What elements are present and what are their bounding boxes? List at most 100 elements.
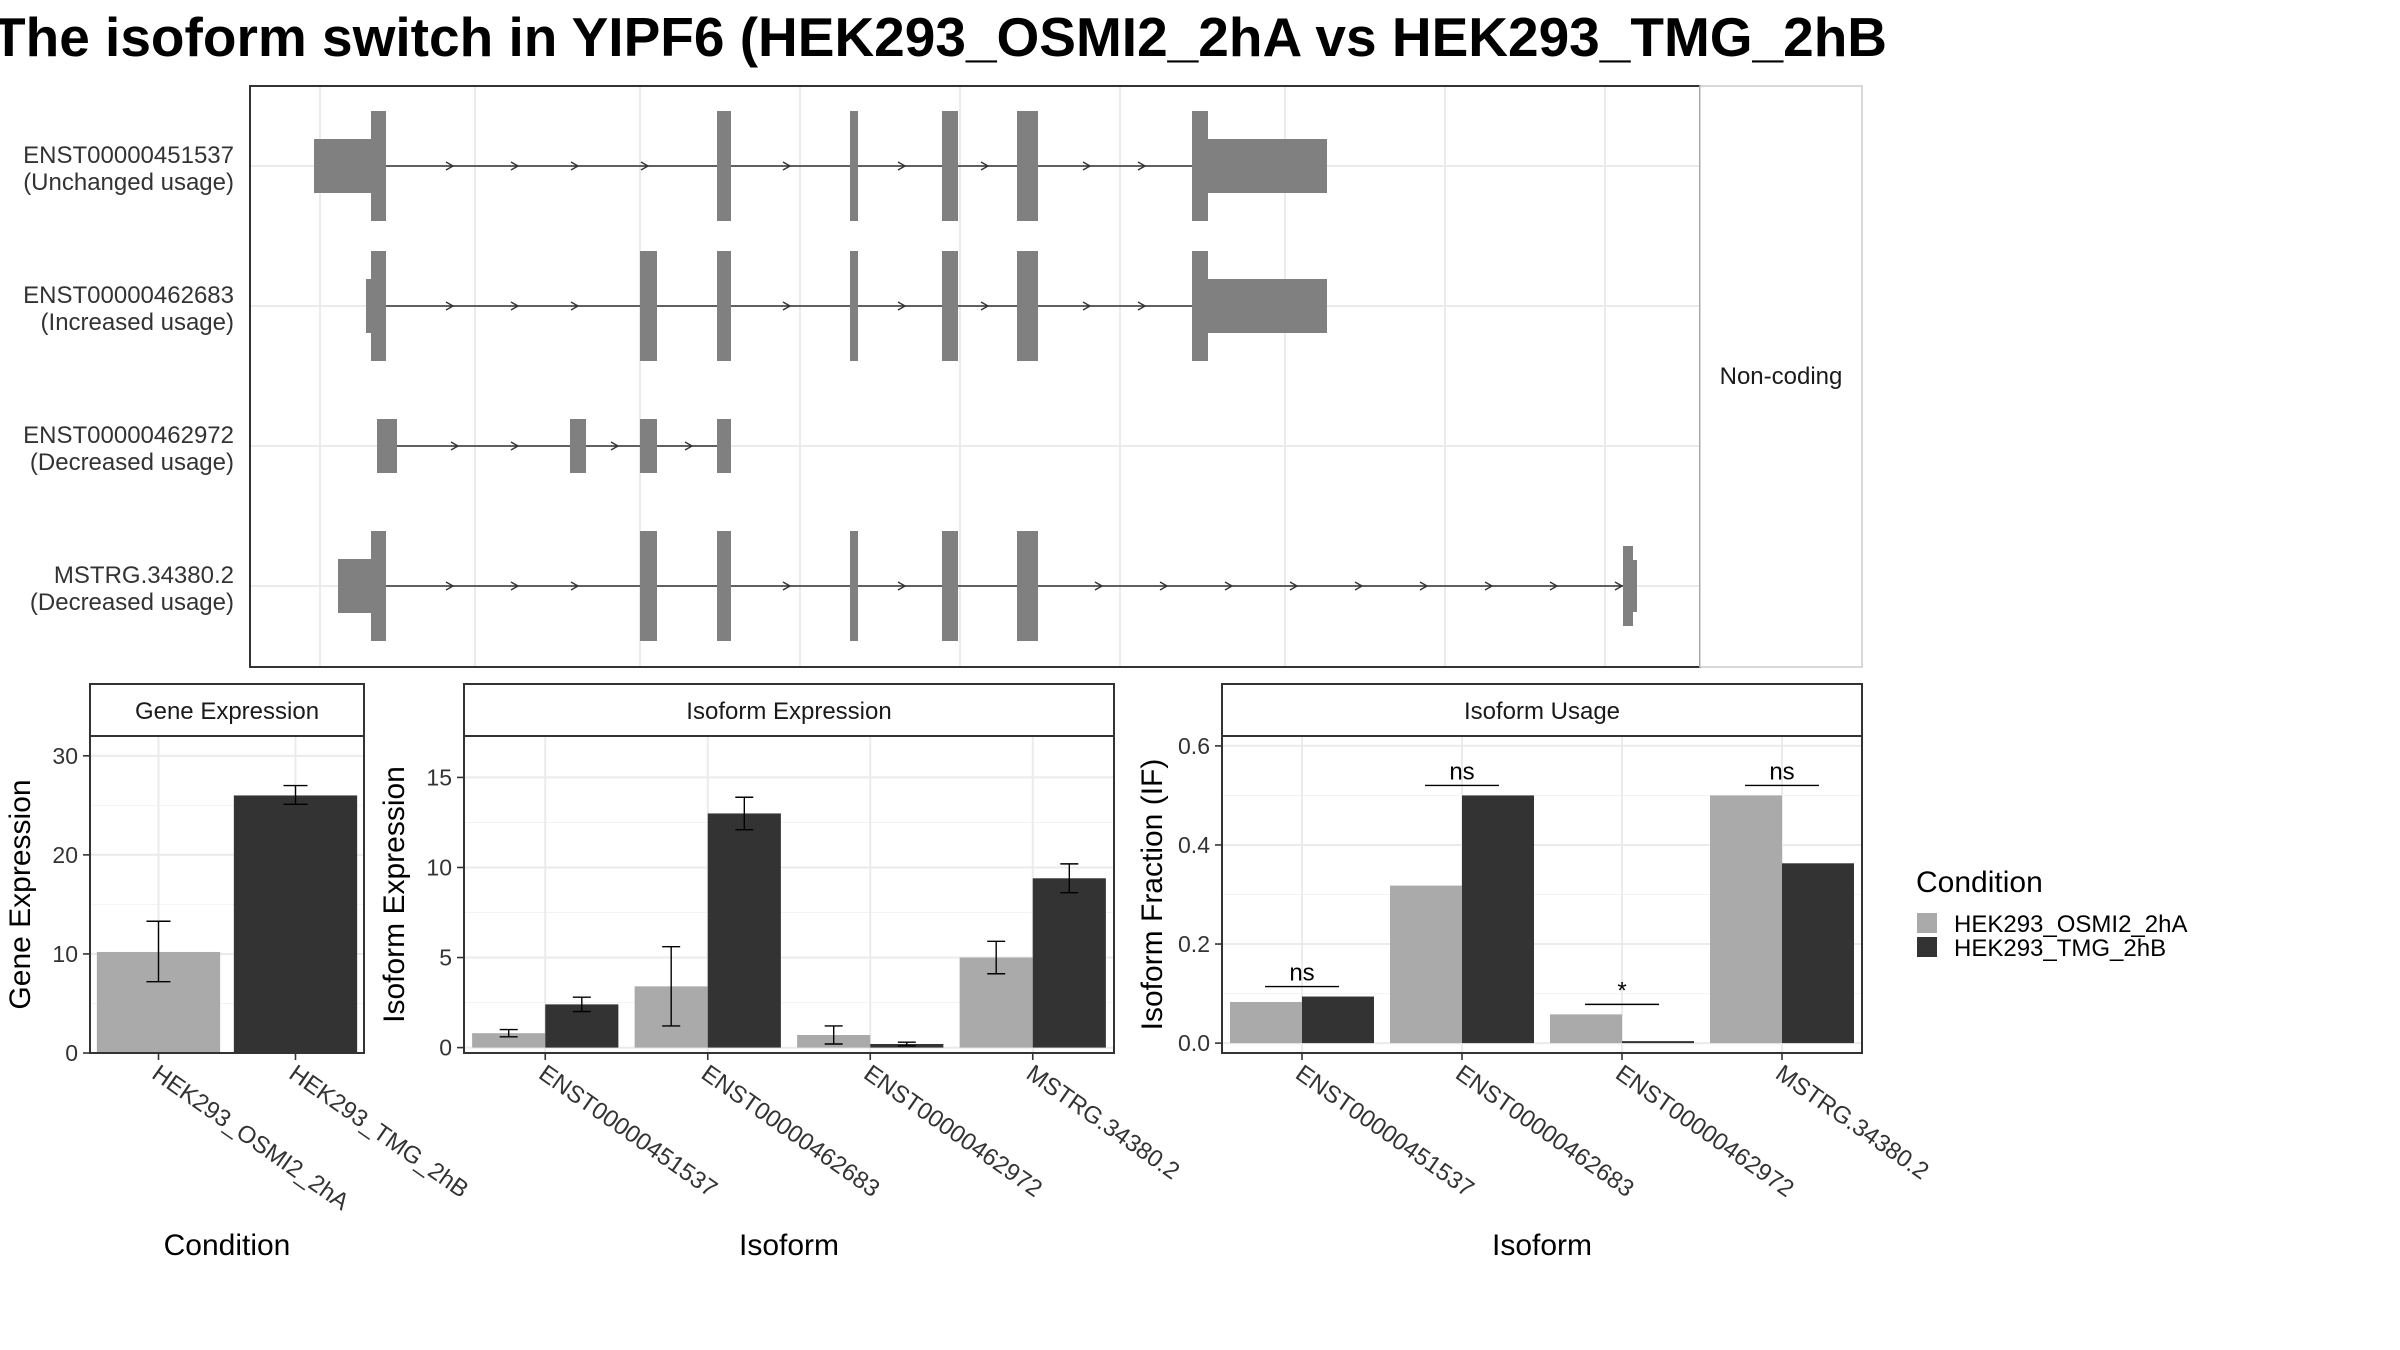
direction-arrow [445,301,455,311]
legend: Condition HEK293_OSMI2_2hA HEK293_TMG_2h… [1916,866,2187,962]
exon [1192,111,1208,221]
transcript-enst00000462683 [366,251,1327,361]
y-tick-label: 5 [439,945,452,971]
exon [942,111,958,221]
legend-label-condition-b: HEK293_TMG_2hB [1954,935,2166,962]
error-bar-hek293-tmg-2hb-enst00000462972 [897,1041,916,1047]
exon [717,531,731,641]
error-bar-hek293-tmg-2hb [283,784,308,806]
strip-box [89,683,365,737]
direction-arrow [510,581,520,591]
y-tick-label: 0 [65,1040,78,1066]
isoform-label-mstrg-34380-2: MSTRG.34380.2 [54,562,234,589]
strip-box [463,683,1115,737]
transcript-enst00000462972 [377,419,731,473]
exon [1623,546,1633,626]
exon [640,419,657,473]
direction-arrow [980,301,990,311]
y-axis-title: Gene Expression [4,779,37,1009]
direction-arrow [1137,161,1147,171]
exon [1017,531,1038,641]
bar-hek293-tmg-2hb-enst00000451537 [1302,996,1374,1044]
direction-arrow [1082,301,1092,311]
direction-arrow [1289,581,1299,591]
bar-hek293-osmi2-2ha-mstrg-34380-2 [1710,795,1782,1044]
structure-plot-bg [250,86,1700,667]
direction-arrow [450,441,460,451]
direction-arrow [570,301,580,311]
strip-title-isoform-usage: Isoform Usage [1464,698,1620,725]
error-bar-hek293-tmg-2hb-enst00000462683 [735,796,754,831]
exon [338,559,371,613]
error-bar-hek293-osmi2-2ha-enst00000451537 [499,1028,518,1038]
legend-swatch-condition-b [1917,937,1937,957]
bar-hek293-osmi2-2ha-enst00000451537 [472,1033,546,1048]
bar-hek293-tmg-2hb-enst00000462972 [1622,1041,1694,1044]
exon [1192,251,1208,361]
x-tick-label-enst00000462972: ENST00000462972 [859,1060,1047,1203]
direction-arrow [570,161,580,171]
exon [850,251,858,361]
exon [1017,251,1038,361]
direction-arrow [570,581,580,591]
exon [1017,111,1038,221]
direction-arrow [1484,581,1494,591]
direction-arrow [610,441,620,451]
direction-arrow [445,581,455,591]
direction-arrow [684,441,694,451]
exon [1633,560,1637,612]
direction-arrow [782,301,792,311]
error-bar-hek293-osmi2-2ha-enst00000462683 [662,946,681,1027]
direction-arrow [445,161,455,171]
transcript-mstrg-34380-2 [338,531,1637,641]
exon [371,251,386,361]
bar-hek293-tmg-2hb-mstrg-34380-2 [1032,878,1106,1048]
usage-label-enst00000451537: (Unchanged usage) [23,169,234,196]
transcript-enst00000451537 [314,111,1327,221]
isoform-label-enst00000462972: ENST00000462972 [23,422,234,449]
error-bar-hek293-osmi2-2ha [146,920,171,983]
y-tick-label: 0 [439,1035,452,1061]
direction-arrow [1419,581,1429,591]
direction-arrow [1354,581,1364,591]
x-tick-label-enst00000451537: ENST00000451537 [534,1060,722,1203]
direction-arrow [980,161,990,171]
direction-arrow [510,161,520,171]
bar-hek293-osmi2-2ha-enst00000462972 [1550,1014,1622,1044]
bar-hek293-tmg-2hb-mstrg-34380-2 [1782,863,1854,1044]
bar-hek293-tmg-2hb-enst00000462683 [1462,795,1534,1044]
direction-arrow [1614,581,1624,591]
strip-title-gene-expression: Gene Expression [135,698,319,725]
y-tick-label: 10 [426,854,452,880]
significance-label-enst00000451537: ns [1289,960,1314,987]
strip-title-isoform-expression: Isoform Expression [686,698,891,725]
strip-box [1221,683,1863,737]
exon [942,251,958,361]
exon [717,111,731,221]
significance-label-enst00000462972: * [1617,977,1626,1004]
exon [314,139,371,193]
direction-arrow [1159,581,1169,591]
exon [366,279,371,333]
x-axis-title: Isoform [1492,1229,1592,1262]
error-bar-hek293-tmg-2hb-mstrg-34380-2 [1060,863,1079,894]
direction-arrow [510,301,520,311]
direction-arrow [510,441,520,451]
facet-strip [1699,85,1863,668]
exon [371,531,386,641]
exon [717,419,731,473]
exon [850,531,858,641]
significance-label-enst00000462683: ns [1449,758,1474,785]
x-axis-title: Condition [164,1229,291,1262]
direction-arrow [782,581,792,591]
direction-arrow [1224,581,1234,591]
usage-label-enst00000462972: (Decreased usage) [30,449,234,476]
exon [640,531,657,641]
x-axis-title: Isoform [739,1229,839,1262]
bar-hek293-tmg-2hb-enst00000462683 [707,813,781,1048]
panel-isoform-expression: Isoform Expression051015ENST00000451537E… [378,683,1184,1262]
isoform-label-enst00000462683: ENST00000462683 [23,282,234,309]
y-tick-label: 0.0 [1178,1030,1210,1056]
legend-label-condition-a: HEK293_OSMI2_2hA [1954,911,2187,938]
